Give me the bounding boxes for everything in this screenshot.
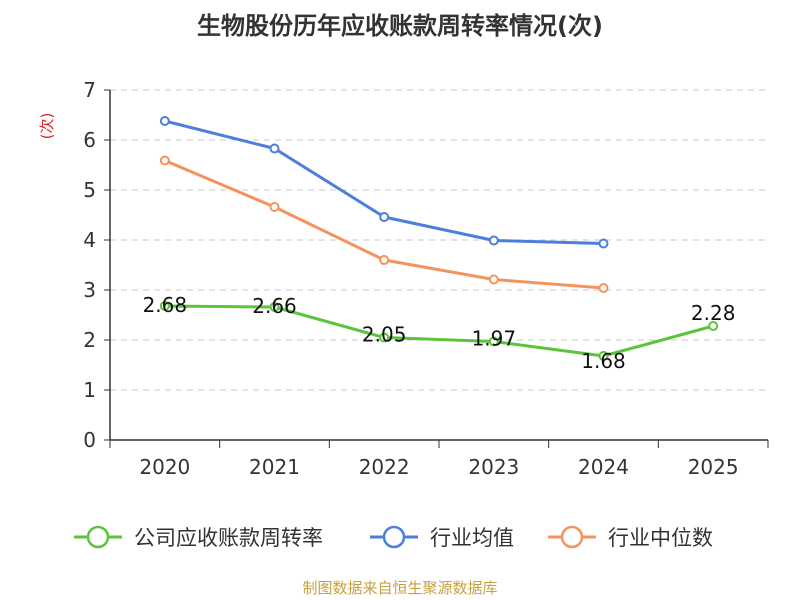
data-point[interactable] [159, 116, 170, 126]
data-point[interactable] [159, 301, 170, 311]
data-point[interactable] [379, 332, 390, 343]
chart-title: 生物股份历年应收账款周转率情况(次) [197, 12, 603, 40]
series-line-0 [164, 304, 714, 358]
data-point[interactable] [488, 235, 499, 246]
x-tick-label: 2020 [139, 455, 190, 479]
y-tick-label: 1 [83, 378, 96, 402]
series-layer [159, 116, 719, 361]
data-point[interactable] [379, 212, 390, 222]
data-label: 2.28 [691, 301, 736, 325]
y-tick-label: 3 [83, 278, 96, 302]
y-tick-label: 5 [83, 178, 96, 202]
y-tick-label: 4 [83, 228, 96, 252]
grid-lines [110, 89, 768, 391]
data-point[interactable] [488, 274, 499, 285]
x-tick-label: 2022 [359, 455, 410, 479]
legend-label: 行业均值 [430, 526, 514, 550]
y-tick-label: 0 [83, 428, 96, 452]
legend-label: 行业中位数 [608, 526, 713, 550]
data-point[interactable] [598, 351, 609, 361]
legend-marker [86, 525, 110, 549]
legend-label: 公司应收账款周转率 [134, 526, 323, 550]
series-line-1 [164, 119, 604, 245]
legend-item-2[interactable]: 行业中位数 [548, 525, 713, 550]
legend: 公司应收账款周转率 行业均值 行业中位数 [74, 525, 713, 550]
source-note: 制图数据来自恒生聚源数据库 [302, 579, 497, 597]
legend-marker [382, 525, 406, 549]
series-line-2 [164, 159, 604, 290]
data-point[interactable] [708, 321, 719, 331]
data-point[interactable] [379, 255, 390, 265]
x-tick-labels: 2020 2021 2022 2023 2024 2025 [139, 455, 738, 479]
data-point[interactable] [269, 202, 280, 212]
x-tick-label: 2023 [468, 455, 519, 479]
data-label: 2.05 [362, 323, 407, 347]
axes [104, 89, 769, 448]
x-tick-label: 2024 [578, 455, 629, 479]
y-tick-label: 7 [83, 78, 96, 102]
data-label: 1.68 [581, 349, 626, 373]
data-label: 2.68 [143, 293, 188, 317]
data-point[interactable] [488, 336, 499, 347]
data-point[interactable] [269, 143, 280, 154]
y-tick-label: 2 [83, 328, 96, 352]
data-label: 1.97 [472, 327, 517, 351]
data-point[interactable] [598, 238, 609, 249]
x-tick-label: 2021 [249, 455, 300, 479]
y-tick-labels: 0 1 2 3 4 5 6 7 [83, 78, 96, 452]
y-axis-label: (次) [38, 113, 56, 140]
data-point[interactable] [269, 302, 280, 312]
legend-marker [560, 525, 584, 549]
x-tick-label: 2025 [688, 455, 739, 479]
legend-item-1[interactable]: 行业均值 [370, 525, 514, 550]
legend-item-0[interactable]: 公司应收账款周转率 [74, 525, 323, 550]
data-point[interactable] [598, 283, 609, 293]
data-point[interactable] [159, 155, 170, 166]
y-tick-label: 6 [83, 128, 96, 152]
data-labels: 2.68 2.66 2.05 1.97 1.68 2.28 [143, 293, 736, 373]
data-label: 2.66 [252, 294, 297, 318]
